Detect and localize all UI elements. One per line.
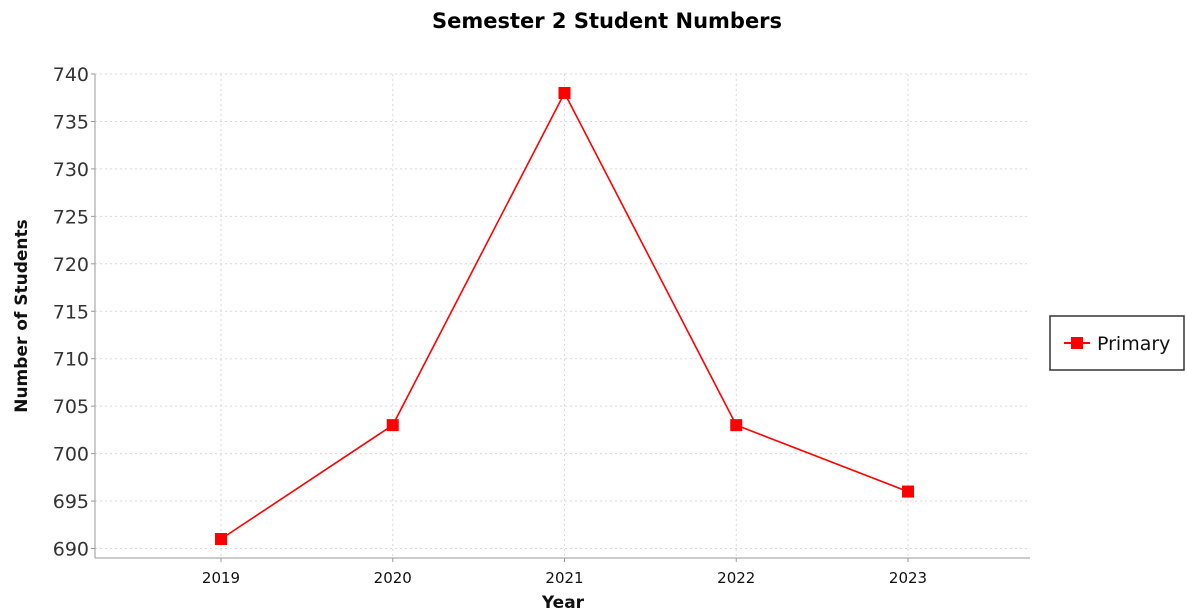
y-tick-label: 730 — [53, 159, 89, 181]
data-point-marker — [558, 86, 571, 99]
y-tick-label: 710 — [53, 349, 89, 371]
legend-label-primary: Primary — [1097, 333, 1170, 355]
data-point-marker — [386, 419, 399, 432]
x-tick-label: 2021 — [545, 569, 583, 587]
data-point-marker — [215, 533, 227, 546]
x-axis-label: Year — [541, 593, 585, 612]
chart-title: Semester 2 Student Numbers — [432, 9, 782, 33]
y-tick-label: 740 — [53, 64, 89, 86]
y-tick-label: 690 — [53, 539, 89, 561]
y-tick-label: 695 — [53, 491, 89, 513]
y-tick-label: 705 — [53, 396, 89, 418]
y-tick-label: 720 — [53, 254, 89, 276]
series-group — [215, 86, 914, 546]
plot-background — [95, 74, 1030, 558]
legend: Primary — [1049, 315, 1185, 371]
data-point-marker — [730, 419, 743, 432]
x-axis-ticks: 2019 2020 2021 2022 2023 — [202, 558, 927, 587]
y-tick-label: 715 — [53, 301, 89, 323]
x-tick-label: 2019 — [202, 569, 240, 587]
grid-lines — [95, 73, 1030, 558]
y-axis-ticks: 690 695 700 705 710 715 720 725 730 735 740 — [53, 64, 95, 561]
y-tick-label: 725 — [53, 206, 89, 228]
x-tick-label: 2020 — [374, 569, 412, 587]
x-tick-label: 2023 — [889, 569, 927, 587]
data-point-marker — [902, 485, 914, 498]
y-tick-label: 735 — [53, 111, 89, 133]
y-axis-label: Number of Students — [12, 219, 32, 413]
legend-marker — [1071, 337, 1083, 349]
x-tick-label: 2022 — [717, 569, 755, 587]
y-tick-label: 700 — [53, 444, 89, 466]
